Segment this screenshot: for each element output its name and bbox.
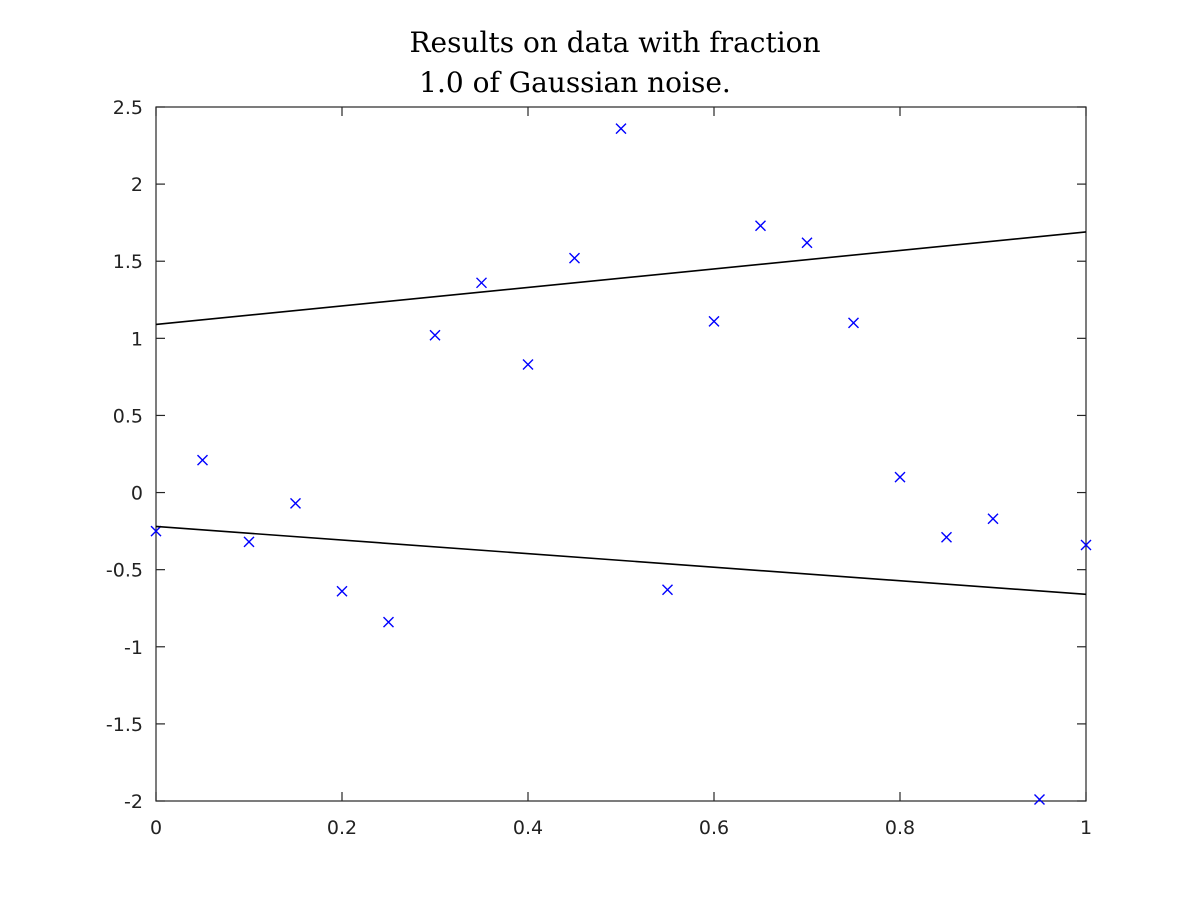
fit-line-2 [155,525,1087,596]
data-point-marker [336,585,348,597]
data-point-marker [150,525,162,537]
data-point-marker [662,584,673,596]
y-tick-label: 0.5 [113,405,143,427]
data-point-marker [429,329,441,341]
x-tick-label: 0 [150,817,162,839]
data-point-marker [755,220,766,232]
plot-area: 0 0.2 0.4 0.6 0.8 1 -2 -1.5 -1 -0.5 0 0.5 1 1.5 2 2.5 [106,97,1092,839]
y-tick-label: -1 [124,637,143,659]
data-point-marker [848,317,859,329]
x-tick-label: 0.8 [885,817,915,839]
chart-title-line-1: Results on data with fraction [409,26,820,59]
data-point-marker [1080,539,1092,551]
data-point-marker [569,252,580,264]
fit-line-1 [155,231,1087,326]
data-point-marker [987,513,999,525]
y-tick-label: -2 [124,791,143,813]
data-point-marker [708,315,720,327]
x-tick-label: 0.2 [327,817,357,839]
data-point-marker [1034,793,1045,805]
data-point-marker [522,359,534,371]
data-point-marker [615,123,627,135]
chart-title-line-2: 1.0 of Gaussian noise. [419,66,731,99]
data-point-marker [197,454,208,466]
data-point-marker [290,497,301,509]
data-point-marker [801,237,813,249]
y-tick-label: 2.5 [113,97,143,119]
y-tick-label: 1.5 [113,251,143,273]
x-tick-label: 0.4 [513,817,543,839]
data-point-marker [243,536,255,548]
y-tick-label: 2 [131,174,143,196]
y-tick-label: 0 [131,483,143,505]
y-tick-label: 1 [131,328,143,350]
y-tick-label: -0.5 [106,560,143,582]
data-point-marker [941,531,952,543]
data-point-marker [383,616,394,628]
y-tick-label: -1.5 [106,714,143,736]
axes-box [155,106,1087,802]
data-point-marker [476,277,487,289]
x-tick-label: 0.6 [699,817,729,839]
data-point-marker [894,471,906,483]
x-tick-label: 1 [1080,817,1092,839]
